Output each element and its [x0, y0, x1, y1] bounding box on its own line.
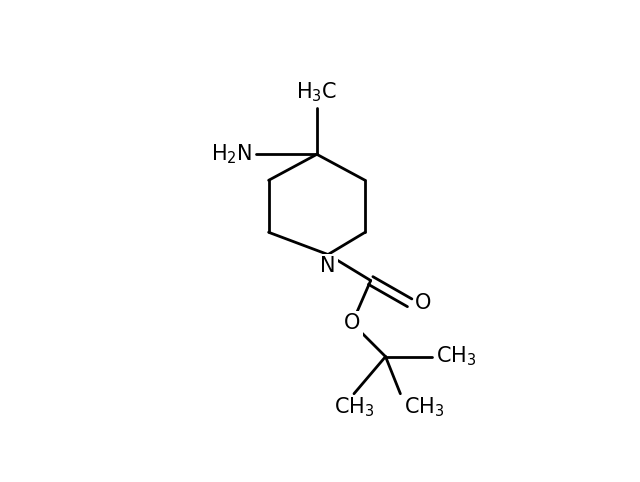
Text: CH$_3$: CH$_3$: [333, 396, 374, 419]
Text: N: N: [320, 258, 336, 278]
Text: CH$_3$: CH$_3$: [436, 345, 476, 368]
Text: H$_3$C: H$_3$C: [296, 80, 337, 104]
Text: N: N: [320, 256, 336, 276]
Text: O: O: [344, 313, 360, 333]
Text: H$_2$N: H$_2$N: [211, 143, 252, 166]
Text: O: O: [415, 293, 431, 313]
Text: O: O: [344, 313, 360, 333]
Text: CH$_3$: CH$_3$: [404, 396, 445, 419]
Text: O: O: [415, 293, 431, 313]
